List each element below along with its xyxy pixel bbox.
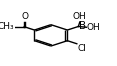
Text: OH: OH xyxy=(87,23,101,32)
Text: CH₃: CH₃ xyxy=(0,22,14,31)
Text: OH: OH xyxy=(73,12,87,21)
Text: O: O xyxy=(21,12,28,21)
Text: B: B xyxy=(79,21,86,31)
Text: Cl: Cl xyxy=(77,44,86,53)
